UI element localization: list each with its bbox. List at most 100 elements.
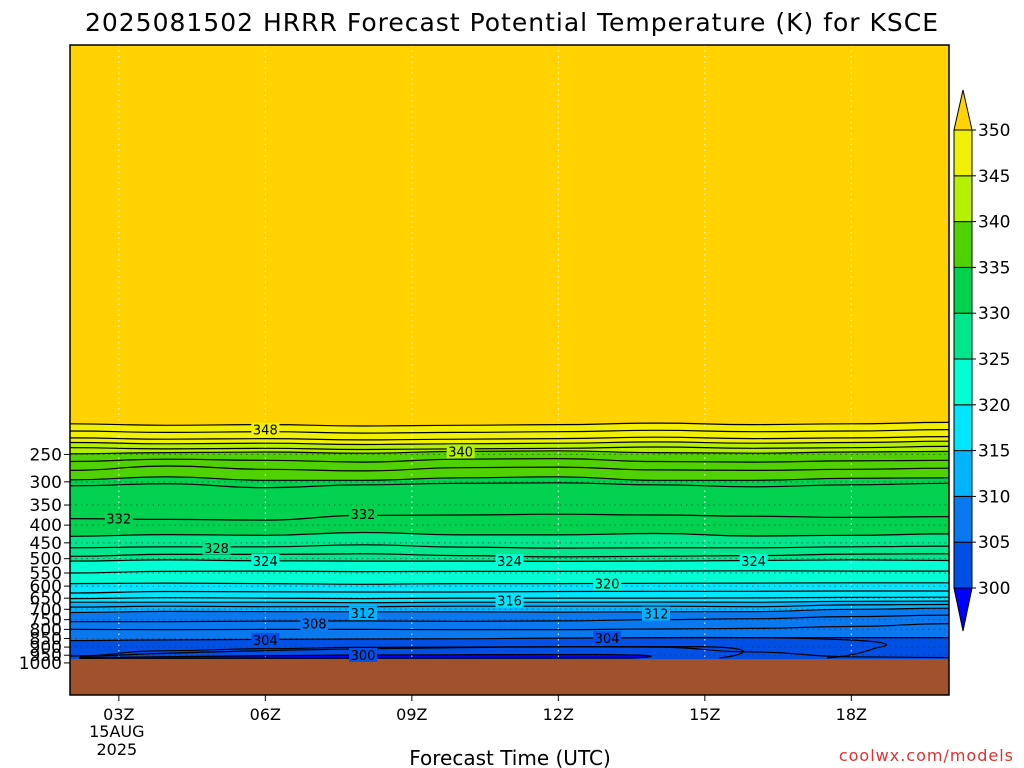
contour-label-bg <box>593 576 622 591</box>
colorbar-cell <box>953 266 973 314</box>
contour-label: 348 <box>253 424 278 439</box>
y-tick-label: 800 <box>30 620 62 640</box>
contour-label-bg <box>349 647 377 662</box>
colorbar-cell <box>953 312 973 360</box>
isentrope-320 <box>70 582 949 585</box>
contour-label: 332 <box>106 513 131 528</box>
ground <box>70 659 949 695</box>
contour-label: 332 <box>351 508 376 523</box>
contour-label: 308 <box>302 618 327 633</box>
isentrope-306 <box>70 623 949 631</box>
contour-label-bg <box>642 606 670 621</box>
colorbar-cell <box>953 221 973 268</box>
contour-label: 324 <box>497 555 522 570</box>
y-tick-label: 700 <box>30 600 62 620</box>
contour-label: 320 <box>595 578 620 593</box>
colorbar-label: 330 <box>978 304 1010 324</box>
contour-label: 328 <box>204 542 229 557</box>
contour-label: 316 <box>497 594 522 609</box>
y-tick-label: 250 <box>30 445 62 465</box>
isentrope-300 <box>79 653 652 659</box>
y-tick-label: 500 <box>30 550 62 570</box>
colorbar-label: 315 <box>978 442 1010 462</box>
y-axis: 250 300 3504004505005506006507007508008509… <box>19 445 70 674</box>
colorbar-cell <box>953 495 973 543</box>
isentrope-310 <box>70 607 949 614</box>
colorbar-cell <box>953 450 973 497</box>
contour-label: 312 <box>644 608 669 623</box>
isentrope-302-closed <box>79 646 744 659</box>
contour-label-bg <box>446 444 475 459</box>
colorbar-label: 320 <box>978 396 1010 416</box>
contour-label: 304 <box>253 634 278 649</box>
isentrope-330 <box>70 531 949 537</box>
plot-frame <box>69 44 950 696</box>
contour-label-bg <box>495 593 524 608</box>
contour-label-bg <box>349 507 377 522</box>
isentrope-348 <box>70 429 949 434</box>
colorbar-label: 345 <box>978 167 1010 187</box>
y-tick-label: 400 <box>30 516 62 536</box>
y-tick-label: 600 <box>30 577 62 597</box>
colorbar-extend-top <box>953 89 973 131</box>
colorbar-cell <box>953 358 973 406</box>
y-tick-label: 1000 <box>19 654 62 674</box>
isentrope-350 <box>70 421 949 427</box>
plot-area <box>70 45 949 695</box>
contour-label-bg <box>104 511 133 526</box>
contour-label-bg <box>495 554 524 569</box>
contour-label-bg <box>251 554 280 569</box>
isentrope-340 <box>70 450 949 455</box>
y-tick-label: 350 <box>30 496 62 516</box>
contour-label-bg <box>739 554 768 569</box>
colorbar-label: 350 <box>978 121 1010 141</box>
colorbar-label: 335 <box>978 258 1010 278</box>
isentrope-318 <box>70 590 949 594</box>
contour-label-bg <box>202 540 231 555</box>
colorbar-label: 340 <box>978 213 1010 233</box>
isentrope-304 <box>70 636 949 642</box>
y-tick-label: 650 <box>30 589 62 609</box>
isentrope-342 <box>70 445 949 451</box>
y-tick-label: 300 <box>30 473 62 493</box>
colorbar-cell <box>953 404 973 452</box>
x-tick-label: 15Z <box>689 705 720 724</box>
isentrope-322 <box>70 570 949 574</box>
isentrope-334 <box>70 476 949 481</box>
isentrope-346 <box>70 436 949 441</box>
colorbar-cell <box>953 541 973 589</box>
x-tick-sublabel: 15AUG <box>89 722 144 741</box>
contour-label: 324 <box>741 555 766 570</box>
isentrope-344 <box>70 440 949 446</box>
isentrope-336 <box>70 465 949 472</box>
colorbar-cell <box>953 175 973 223</box>
x-tick-label: 12Z <box>543 705 574 724</box>
colorbar-label: 310 <box>978 487 1010 507</box>
x-tick-label: 03Z <box>103 705 134 724</box>
isentrope-338 <box>70 457 949 463</box>
colorbar: 300 305 310 315 320 325 330 335 340 345 350 <box>953 89 1010 632</box>
contour-label-bg <box>251 422 280 437</box>
contour-label-bg <box>593 631 622 646</box>
watermark: coolwx.com/models <box>839 746 1014 765</box>
contour-label-bg <box>349 606 377 621</box>
y-tick-label: 850 <box>30 629 62 649</box>
colorbar-label: 325 <box>978 350 1010 370</box>
colorbar-label: 300 <box>978 579 1010 599</box>
contour-label-bg <box>251 632 280 647</box>
colorbar-extend-bottom <box>953 587 973 632</box>
isentrope-332 <box>70 513 949 521</box>
y-tick-label: 900 <box>30 638 62 658</box>
x-axis-label: Forecast Time (UTC) <box>409 746 611 768</box>
x-tick-label: 06Z <box>250 705 281 724</box>
y-tick-label: 950 <box>30 646 62 666</box>
contour-label: 300 <box>351 649 376 664</box>
isentrope-304-closed <box>607 636 888 659</box>
y-tick-label: 550 <box>30 564 62 584</box>
contour-label: 340 <box>448 445 473 460</box>
x-tick-label: 09Z <box>396 705 427 724</box>
x-tick-sublabel: 2025 <box>96 740 137 759</box>
colorbar-cell <box>953 129 973 177</box>
contour-label: 304 <box>595 632 620 647</box>
y-tick-label: 450 <box>30 534 62 554</box>
